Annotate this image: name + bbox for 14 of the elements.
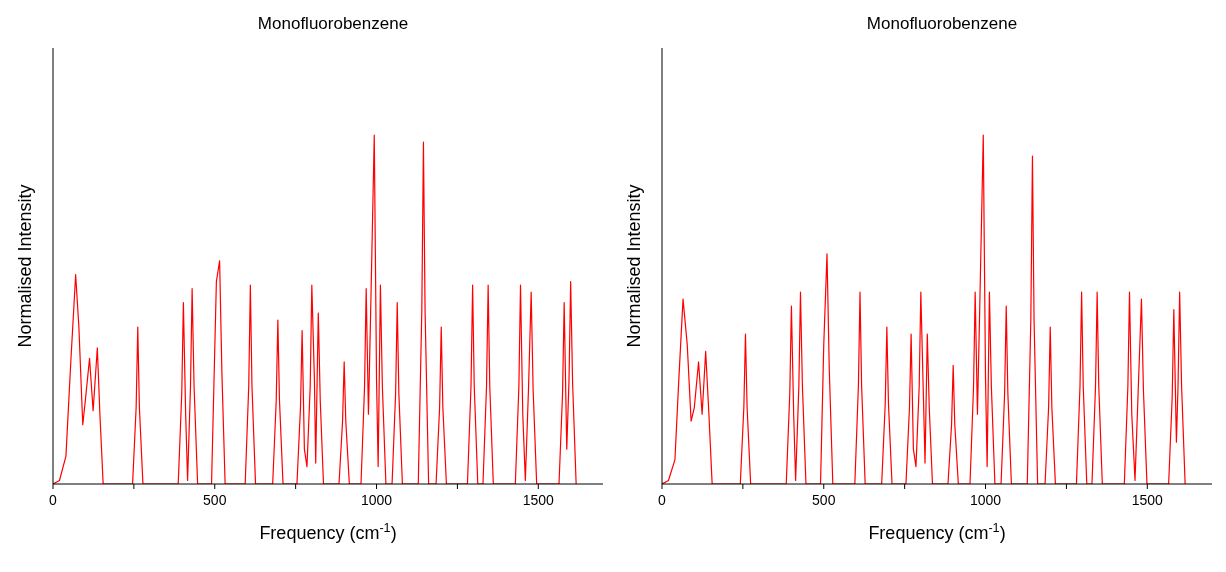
x-tick-label: 1000 [360,492,393,508]
x-axis-title: Frequency (cm$^{-1}$) [868,521,1006,543]
x-tick-label: 500 [812,492,836,508]
y-axis-title: Normalised Intensity [15,184,36,348]
x-tick-label: 1500 [1131,492,1164,508]
chart-title: Monofluorobenzene [256,14,410,34]
x-tick-label: 0 [49,492,58,508]
y-axis-title: Normalised Intensity [624,184,645,348]
x-tick-label: 500 [203,492,227,508]
chart-title: Monofluorobenzene [865,14,1019,34]
x-tick-label: 0 [658,492,667,508]
x-axis-title: Frequency (cm$^{-1}$) [259,521,397,543]
x-tick-label: 1000 [969,492,1002,508]
x-tick-label: 1500 [522,492,555,508]
